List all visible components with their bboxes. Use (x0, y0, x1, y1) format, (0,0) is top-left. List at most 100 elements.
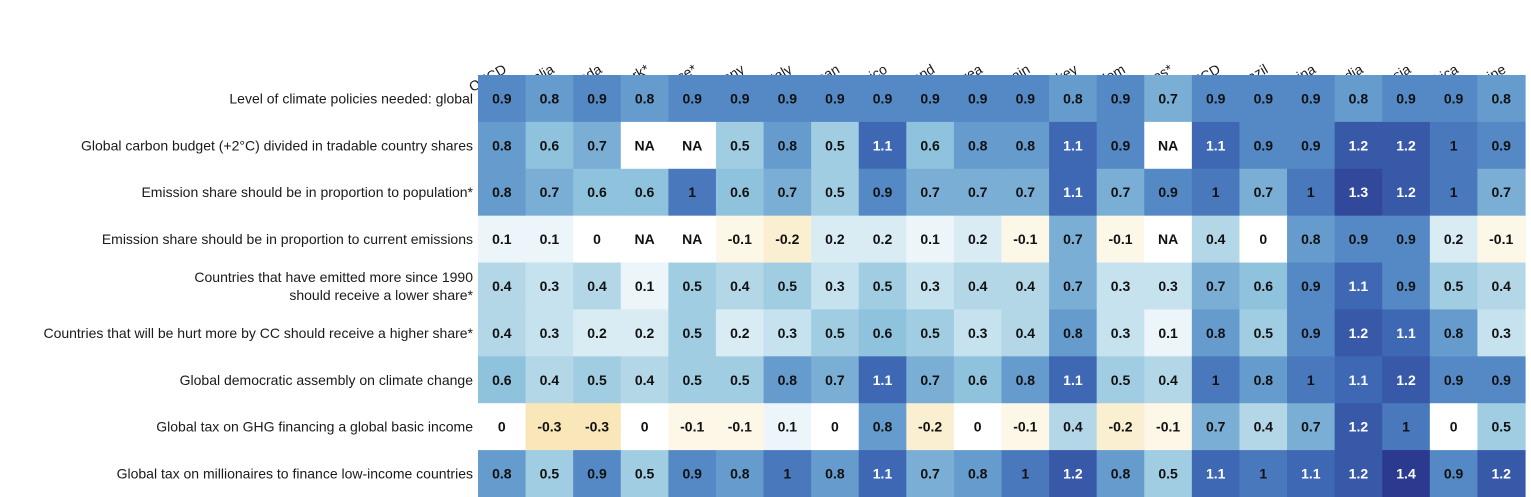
cell-value-label: 0.1 (492, 231, 512, 247)
heatmap-cell (906, 121, 955, 170)
cell-value-label: 0.9 (873, 184, 893, 200)
cell-value-label: 0.8 (1206, 325, 1226, 341)
cell-value-label: 0.6 (492, 372, 512, 388)
cell-value-label: NA (1158, 137, 1178, 153)
cell-value-label: 0.7 (1301, 419, 1321, 435)
cell-value-label: -0.1 (1156, 419, 1180, 435)
heatmap-cell (1191, 309, 1241, 357)
cell-value-label: 1 (1307, 372, 1315, 388)
cell-value-label: NA (634, 231, 654, 247)
cell-value-label: 0.7 (1063, 231, 1083, 247)
cell-value-label: 0.6 (730, 184, 750, 200)
cell-value-label: 0.7 (540, 184, 560, 200)
heatmap-cell (1001, 262, 1050, 311)
heatmap-cell (1287, 75, 1336, 123)
heatmap-cell (763, 168, 812, 217)
heatmap-cell (620, 75, 669, 123)
cell-value-label: 0.9 (1491, 372, 1511, 388)
cell-value-label: 0.9 (778, 90, 798, 106)
heatmap-cell (763, 309, 812, 357)
heatmap-cell (811, 168, 860, 217)
heatmap-cell (1144, 262, 1193, 311)
heatmap-cell (620, 403, 669, 451)
cell-value-label: 1 (1402, 419, 1410, 435)
heatmap-cell (1096, 403, 1145, 451)
heatmap-cell (1477, 262, 1526, 311)
cell-value-label: 0.7 (1111, 184, 1131, 200)
heatmap-cell (620, 168, 669, 217)
heatmap-cell (620, 309, 669, 357)
heatmap-cell (715, 356, 765, 404)
heatmap-cell (1191, 121, 1241, 170)
heatmap-cell (763, 121, 812, 170)
heatmap-cell (1096, 309, 1145, 357)
heatmap-cell (1001, 403, 1050, 451)
heatmap-cell (811, 75, 860, 123)
cell-value-label: 1 (1450, 184, 1458, 200)
cell-value-label: 0.9 (1301, 137, 1321, 153)
heatmap-cell (953, 121, 1003, 170)
cell-value-label: 0.6 (873, 325, 893, 341)
heatmap-cell (1049, 356, 1098, 404)
heatmap-cell (1096, 450, 1145, 497)
cell-value-label: 0.4 (968, 278, 988, 294)
heatmap-cell (1429, 403, 1479, 451)
heatmap-cell (1001, 121, 1050, 170)
heatmap-cell (858, 75, 907, 123)
heatmap-cell (1429, 309, 1479, 357)
cell-value-label: 1.2 (1349, 137, 1369, 153)
cell-value-label: 0.3 (540, 278, 560, 294)
heatmap-cell (906, 356, 955, 404)
heatmap-cell (668, 356, 717, 404)
cell-value-label: 1.3 (1349, 184, 1369, 200)
heatmap-cell (1049, 215, 1098, 264)
heatmap-cell (1001, 75, 1050, 123)
cell-value-label: 0.7 (1158, 90, 1178, 106)
cell-value-label: 0.8 (540, 90, 560, 106)
heatmap-cell (573, 356, 622, 404)
heatmap-cell (1001, 450, 1050, 497)
heatmap-cell (1382, 75, 1431, 123)
heatmap-cell (1287, 450, 1336, 497)
cell-value-label: 0.9 (1254, 90, 1274, 106)
heatmap-cell (478, 450, 527, 497)
cell-value-label: 1 (688, 184, 696, 200)
heatmap-cell (1382, 450, 1431, 497)
heatmap-cell (1191, 262, 1241, 311)
heatmap-cell (953, 262, 1003, 311)
heatmap-cell (858, 450, 907, 497)
heatmap-cell (1334, 309, 1383, 357)
heatmap-cell (668, 215, 717, 264)
cell-value-label: 0.5 (682, 278, 702, 294)
cell-value-label: 1.1 (1063, 372, 1083, 388)
cell-value-label: 0.7 (968, 184, 988, 200)
heatmap-cell (1287, 168, 1336, 217)
heatmap-cell (1334, 450, 1383, 497)
cell-value-label: 0.8 (492, 184, 512, 200)
cell-value-label: 0.3 (778, 325, 798, 341)
heatmap-cell (858, 403, 907, 451)
heatmap-cell (763, 356, 812, 404)
cell-value-label: -0.1 (1108, 231, 1132, 247)
heatmap-cell (1334, 356, 1383, 404)
cell-value-label: 0.4 (1158, 372, 1178, 388)
cell-value-label: 0.9 (1301, 90, 1321, 106)
heatmap-cell (953, 215, 1003, 264)
heatmap-cell (1382, 356, 1431, 404)
heatmap-cell (1477, 403, 1526, 451)
cell-value-label: 1.1 (1349, 372, 1369, 388)
cell-value-label: 0.3 (1111, 325, 1131, 341)
cell-value-label: 0.2 (825, 231, 845, 247)
cell-value-label: 0.5 (682, 372, 702, 388)
heatmap-cell (1429, 121, 1479, 170)
heatmap-cell (1429, 75, 1479, 123)
heatmap-cell (811, 262, 860, 311)
cell-value-label: 1.2 (1063, 466, 1083, 482)
cell-value-label: 0.9 (825, 90, 845, 106)
heatmap-cell (715, 403, 765, 451)
cell-value-label: -0.1 (1013, 419, 1037, 435)
cell-value-label: 0.4 (635, 372, 655, 388)
cell-value-label: 1.4 (1396, 466, 1416, 482)
cell-value-label: 0.9 (682, 466, 702, 482)
row-labels: Level of climate policies needed: global… (43, 90, 473, 481)
